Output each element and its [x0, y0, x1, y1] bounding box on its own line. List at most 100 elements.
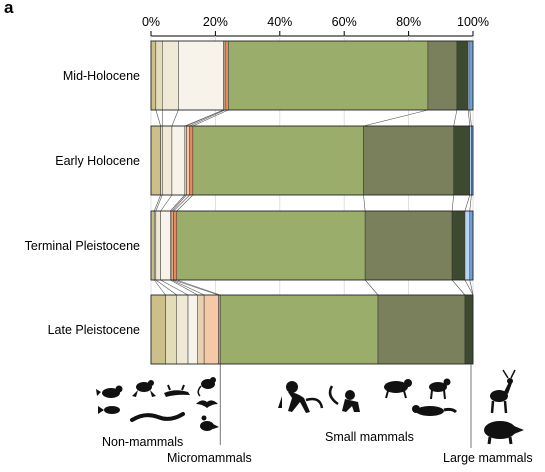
bar-segment — [451, 210, 466, 281]
segment-connector — [155, 194, 163, 212]
bar-outline — [150, 40, 474, 111]
bars — [150, 40, 474, 365]
segment-connector — [171, 194, 187, 212]
segment-connector — [160, 279, 189, 296]
segment-connector — [189, 109, 226, 127]
non-mammal-icons — [96, 380, 190, 422]
bar-outline — [150, 125, 474, 196]
segment-connector — [173, 279, 219, 296]
shrew-icon — [200, 415, 219, 431]
bar-segment — [165, 294, 178, 365]
segment-connector — [469, 109, 472, 127]
bar-segment — [469, 40, 474, 111]
segment-connector — [170, 279, 198, 296]
panel-label: a — [4, 0, 14, 17]
large-mammal-icons — [484, 369, 524, 445]
segment-connector — [170, 194, 186, 212]
segment-connector — [192, 109, 229, 127]
bar-segment — [219, 294, 379, 365]
snake-icon — [130, 412, 185, 422]
segment-connector — [176, 279, 221, 296]
bar-segment — [228, 40, 429, 111]
bar-segment — [364, 210, 453, 281]
segment-connector — [153, 279, 166, 296]
x-tick-label: 0% — [142, 15, 160, 29]
group-label-small-mammals: Small mammals — [325, 430, 414, 444]
bar-connectors — [153, 109, 474, 296]
segment-connector — [469, 279, 474, 296]
segment-connector — [451, 194, 454, 212]
segment-connector — [155, 109, 161, 127]
bar-segment — [150, 40, 157, 111]
bar-segment — [464, 210, 471, 281]
segment-connector — [364, 279, 379, 296]
segment-connector — [153, 194, 161, 212]
bar-segment — [155, 210, 161, 281]
segment-connector — [186, 109, 224, 127]
bar-outline — [150, 210, 474, 281]
bar-segment — [176, 294, 189, 365]
segment-connector — [155, 279, 177, 296]
bar-segment — [186, 125, 190, 196]
bar-segment — [171, 125, 186, 196]
bar-segment — [456, 40, 469, 111]
bar-segment — [197, 294, 205, 365]
category-label: Early Holocene — [55, 154, 140, 168]
bar-segment — [155, 40, 163, 111]
segment-connector — [176, 194, 194, 212]
monkey-icon — [278, 381, 324, 413]
rodent-icon — [197, 377, 216, 397]
group-label-large-mammals: Large mammals — [443, 451, 533, 465]
group-divider-lines — [219, 364, 472, 448]
segment-connector — [469, 194, 472, 212]
category-label: Terminal Pleistocene — [25, 239, 140, 253]
bar-segment — [160, 210, 171, 281]
bar-segment — [377, 294, 466, 365]
bar-outline — [150, 294, 474, 365]
agouti-icon — [384, 379, 412, 399]
small-monkey-icon — [328, 385, 360, 412]
segment-connector — [464, 194, 471, 212]
segment-connector — [171, 279, 205, 296]
bar-segment — [150, 210, 155, 281]
stag-icon — [490, 369, 516, 414]
bar-segment — [469, 210, 474, 281]
x-tick-label: 100% — [457, 15, 489, 29]
weasel-icon — [412, 405, 458, 416]
fish-icon — [98, 406, 120, 414]
segment-connector — [160, 194, 173, 212]
x-tick-label: 60% — [332, 15, 357, 29]
peccary-icon — [484, 421, 524, 445]
bar-segment — [192, 125, 364, 196]
segment-connector — [464, 279, 474, 296]
bar-segment — [176, 210, 366, 281]
bar-segment — [178, 40, 224, 111]
segment-connector — [453, 109, 458, 127]
bar-segment — [224, 40, 229, 111]
bar-segment — [427, 40, 458, 111]
bat-icon — [196, 400, 218, 408]
bar-segment — [464, 294, 474, 365]
x-axis: 0% 20% 40% 60% 80% 100% — [142, 15, 489, 37]
category-label: Mid-Holocene — [63, 69, 140, 83]
group-label-non-mammals: Non-mammals — [102, 435, 183, 449]
deer-small-icon — [429, 378, 451, 400]
lizard-icon — [164, 384, 190, 397]
bar-segment — [150, 125, 161, 196]
bar-segment — [187, 294, 198, 365]
bar-segment — [162, 40, 179, 111]
category-label: Late Pleistocene — [48, 323, 140, 337]
frog-icon — [132, 380, 156, 397]
bar-segment — [189, 125, 194, 196]
segment-connector — [363, 194, 366, 212]
group-label-micromammals: Micromammals — [167, 451, 252, 465]
segment-connector — [467, 109, 471, 127]
segment-connector — [451, 279, 466, 296]
x-tick-label: 20% — [203, 15, 228, 29]
bar-segment — [363, 125, 454, 196]
segment-connector — [363, 109, 428, 127]
micromammal-icons — [196, 377, 219, 431]
category-labels: Mid-Holocene Early Holocene Terminal Pleis… — [25, 69, 140, 337]
bar-segment — [162, 125, 173, 196]
